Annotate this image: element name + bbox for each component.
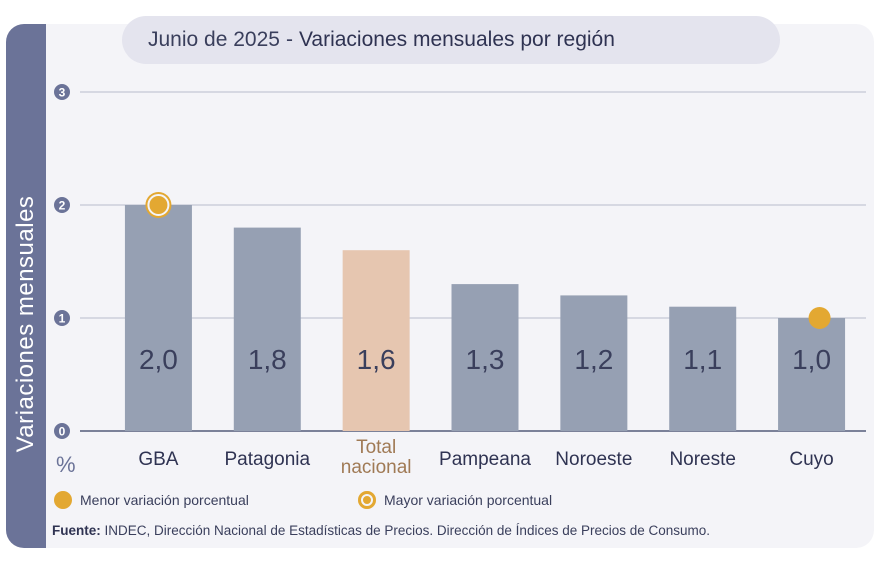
max-marker-icon	[358, 491, 376, 509]
data-label: 1,6	[357, 344, 396, 375]
title-separator: -	[285, 28, 293, 51]
legend-min: Menor variación porcentual	[54, 491, 249, 509]
chart-title: Junio de 2025 - Variaciones mensuales po…	[122, 16, 780, 64]
category-label: Total	[356, 437, 396, 458]
source-prefix: Fuente:	[52, 523, 101, 538]
category-label: Cuyo	[789, 449, 833, 470]
bar	[342, 250, 410, 431]
side-band: Variaciones mensuales	[6, 24, 46, 548]
bar	[233, 227, 301, 431]
unit-label: %	[56, 452, 76, 477]
min-marker-icon	[54, 491, 72, 509]
y-tick-badge	[54, 84, 70, 100]
bar	[124, 205, 192, 431]
min-marker	[808, 307, 831, 329]
category-label: Pampeana	[439, 449, 531, 470]
bar	[451, 284, 519, 431]
category-label: GBA	[138, 449, 178, 470]
source-note: Fuente: INDEC, Dirección Nacional de Est…	[52, 523, 710, 538]
legend-max-label: Mayor variación porcentual	[384, 492, 553, 508]
data-label: 1,0	[792, 344, 831, 375]
data-label: 2,0	[139, 344, 178, 375]
y-tick-label: 0	[59, 425, 66, 439]
bar	[560, 295, 628, 431]
y-tick-label: 2	[59, 199, 66, 213]
max-marker-ring	[147, 194, 170, 216]
title-date: Junio de 2025	[148, 28, 280, 51]
source-text: INDEC, Dirección Nacional de Estadística…	[104, 523, 711, 538]
bar	[669, 306, 737, 431]
legend-min-label: Menor variación porcentual	[80, 492, 249, 508]
data-label: 1,3	[466, 344, 505, 375]
bar	[778, 318, 846, 431]
category-label: nacional	[341, 457, 412, 478]
category-label: Noroeste	[555, 449, 632, 470]
category-label: Patagonia	[224, 449, 310, 470]
title-text: Variaciones mensuales por región	[298, 28, 615, 51]
category-label: Noreste	[669, 449, 736, 470]
data-label: 1,8	[248, 344, 287, 375]
legend-max: Mayor variación porcentual	[358, 491, 552, 509]
data-label: 1,2	[574, 344, 613, 375]
data-label: 1,1	[683, 344, 722, 375]
y-tick-label: 1	[59, 312, 66, 326]
y-tick-badge	[54, 197, 70, 213]
y-tick-label: 3	[59, 86, 66, 100]
y-tick-badge	[54, 310, 70, 326]
y-tick-badge	[54, 423, 70, 439]
